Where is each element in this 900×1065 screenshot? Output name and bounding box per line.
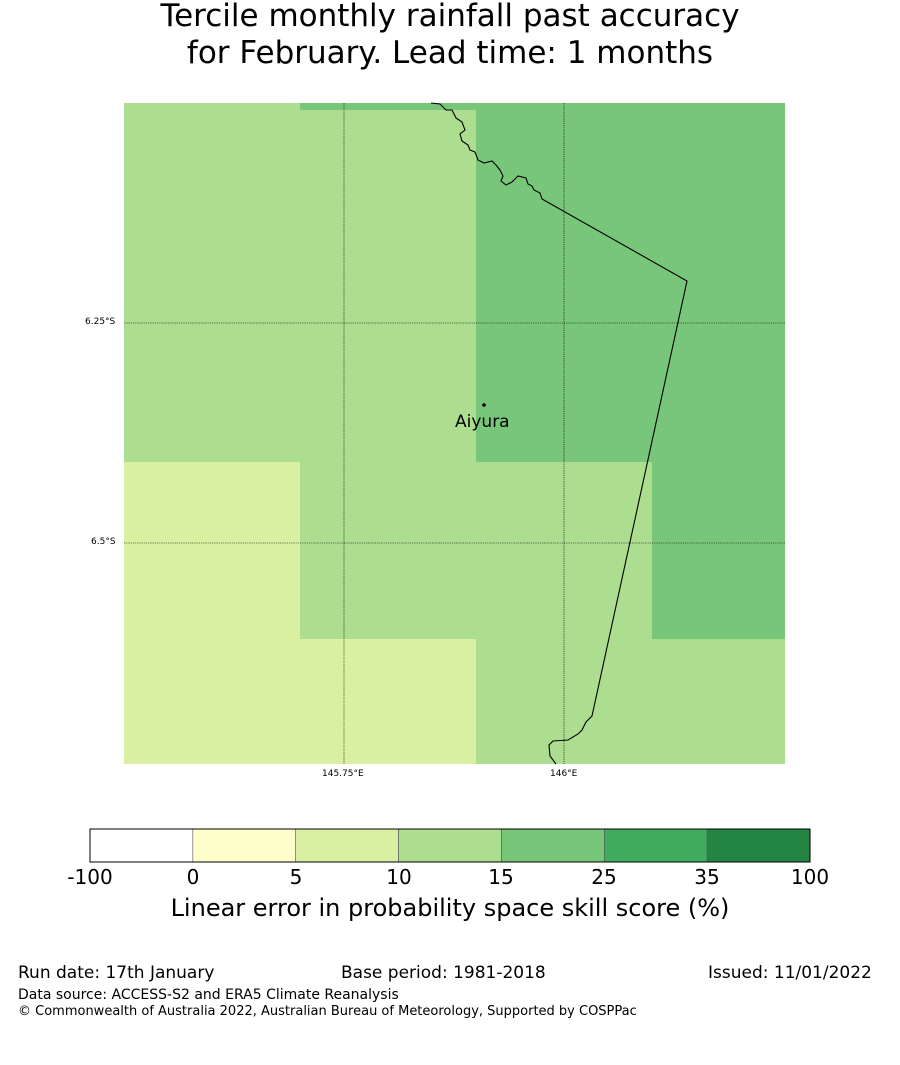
grid-cell [652, 639, 785, 764]
skill-grid-cells [124, 103, 785, 764]
colorbar-swatch [398, 828, 502, 863]
lat-label-6.25: 6.25°S [85, 317, 116, 327]
grid-cell [300, 639, 476, 764]
place-label-aiyura: Aiyura [455, 412, 510, 432]
base-period: Base period: 1981-2018 [341, 963, 546, 983]
colorbar-tick: 100 [790, 865, 830, 889]
colorbar-outline [89, 828, 811, 863]
colorbar [89, 828, 811, 863]
grid-cell [476, 462, 652, 764]
colorbar-tick: 25 [591, 865, 617, 889]
grid-cell [652, 462, 785, 639]
colorbar-tick: 0 [186, 865, 200, 889]
data-source: Data source: ACCESS-S2 and ERA5 Climate … [18, 987, 399, 1003]
aiyura-marker [482, 403, 486, 407]
lon-label-145.75: 145.75°E [322, 769, 364, 779]
colorbar-label: Linear error in probability space skill … [170, 894, 730, 922]
grid-cell [124, 103, 300, 462]
colorbar-tick: -100 [67, 865, 113, 889]
grid-cell [476, 103, 785, 462]
run-date: Run date: 17th January [18, 963, 215, 983]
lat-label-6.5: 6.5°S [91, 537, 116, 547]
grid-cell [300, 103, 476, 110]
map-title-line-2: for February. Lead time: 1 months [186, 35, 714, 71]
colorbar-swatch [192, 828, 297, 863]
map-title-line-1: Tercile monthly rainfall past accuracy [160, 0, 740, 34]
boundary-line [430, 102, 688, 765]
gridlines [124, 103, 785, 764]
colorbar-tick: 15 [488, 865, 514, 889]
colorbar-swatch [501, 828, 605, 863]
issued-date: Issued: 11/01/2022 [708, 963, 872, 983]
colorbar-swatch [603, 828, 708, 863]
colorbar-tick: 5 [289, 865, 303, 889]
colorbar-swatch [89, 828, 194, 863]
colorbar-tick: 35 [694, 865, 720, 889]
grid-cell [300, 462, 476, 639]
lon-label-146: 146°E [550, 769, 578, 779]
grid-cell [300, 110, 476, 462]
grid-cell [124, 462, 300, 764]
colorbar-swatch [706, 828, 811, 863]
colorbar-tick: 10 [386, 865, 412, 889]
copyright: © Commonwealth of Australia 2022, Austra… [18, 1004, 637, 1019]
colorbar-swatch [295, 828, 399, 863]
